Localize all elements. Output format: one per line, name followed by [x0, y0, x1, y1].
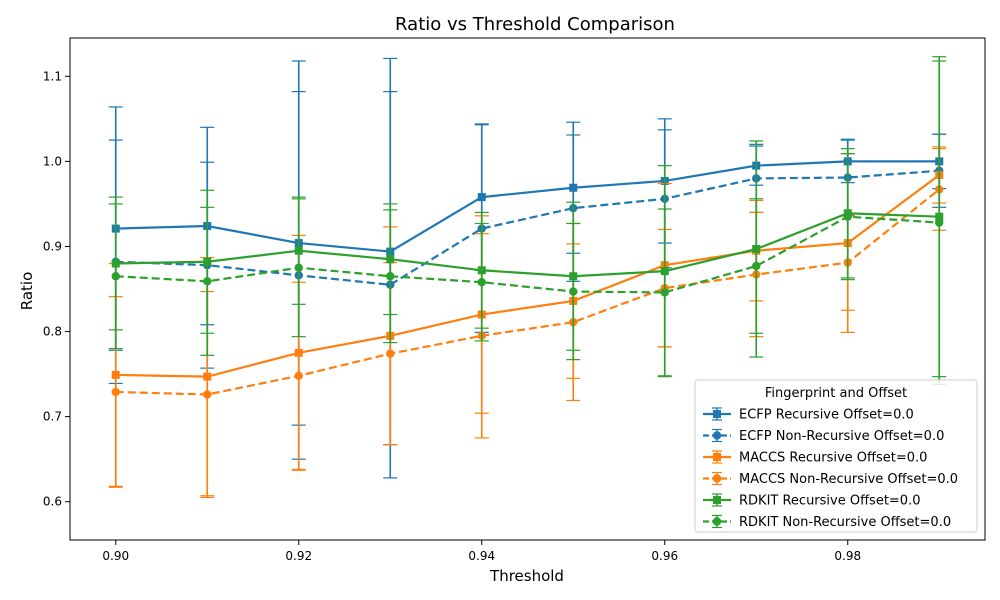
legend-entry: RDKIT Recursive Offset=0.0 [739, 494, 921, 509]
legend-box [694, 379, 978, 533]
x-tick-label: 0.98 [834, 549, 861, 563]
axes: 0.90 0.92 0.94 0.96 0.98 0.6 0.7 0.8 0.9 1.0 1.1 [43, 69, 861, 563]
series-line [115, 188, 940, 396]
data-point [294, 263, 303, 272]
y-tick-label: 1.1 [43, 69, 62, 83]
legend-title: Fingerprint and Offset [765, 386, 907, 401]
data-point [386, 349, 395, 358]
legend-entry: RDKIT Non-Recursive Offset=0.0 [739, 515, 951, 530]
legend-marker [713, 453, 721, 461]
series-line [115, 169, 940, 286]
legend-marker [713, 410, 721, 418]
data-point [203, 277, 212, 286]
legend-marker [712, 517, 722, 526]
legend-marker [712, 474, 722, 483]
x-tick-label: 0.92 [285, 549, 312, 563]
y-tick-label: 1.0 [43, 154, 62, 168]
y-tick-label: 0.6 [43, 495, 62, 509]
y-tick-label: 0.8 [43, 325, 62, 339]
series-line [115, 174, 940, 378]
data-point [203, 390, 212, 399]
series-line [115, 160, 940, 253]
legend-entry: MACCS Non-Recursive Offset=0.0 [739, 472, 958, 487]
data-point [477, 277, 486, 287]
legend-marker [712, 431, 722, 440]
y-tick-label: 0.7 [43, 410, 62, 424]
data-point [386, 272, 395, 281]
series-6 [108, 60, 947, 385]
x-tick-label: 0.94 [468, 549, 495, 563]
data-point [935, 218, 944, 227]
series-line [115, 215, 940, 294]
x-axis-label: Threshold [489, 567, 564, 585]
plot-area [108, 56, 947, 499]
y-tick-label: 0.9 [43, 239, 62, 253]
legend-entry: ECFP Recursive Offset=0.0 [739, 408, 914, 423]
y-axis-label: Ratio [18, 272, 36, 311]
x-tick-label: 0.90 [102, 549, 129, 563]
data-point [752, 261, 761, 271]
data-point [111, 387, 120, 397]
chart-title: Ratio vs Threshold Comparison [395, 14, 675, 35]
data-point [660, 288, 669, 297]
legend-marker [713, 496, 721, 504]
legend-entry: ECFP Non-Recursive Offset=0.0 [739, 429, 944, 444]
legend-entry: MACCS Recursive Offset=0.0 [739, 451, 927, 466]
data-point [843, 212, 852, 221]
data-point [294, 371, 303, 380]
series-5 [108, 56, 947, 378]
plot-frame [69, 37, 986, 541]
data-point [569, 287, 578, 296]
x-tick-label: 0.96 [651, 549, 678, 563]
data-point [111, 272, 120, 281]
series-line [115, 212, 940, 278]
legend: Fingerprint and Offset ECFP Recursive Off… [694, 379, 978, 533]
